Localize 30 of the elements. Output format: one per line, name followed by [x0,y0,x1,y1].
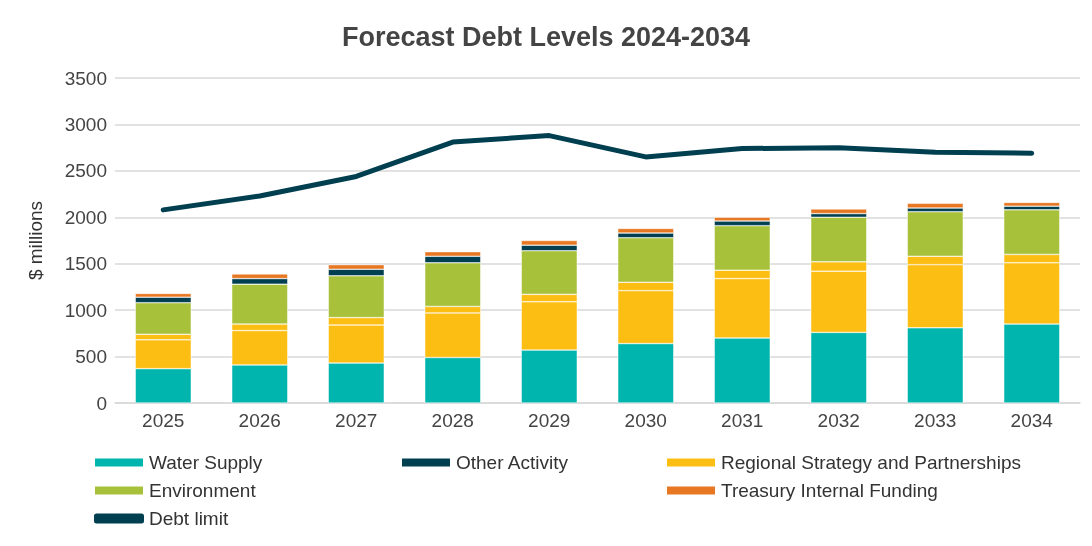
y-axis-title: $ millions [25,200,46,281]
y-tick-label: 0 [96,392,107,414]
bar [810,208,867,214]
x-tick-label: 2029 [528,410,571,431]
x-tick-label: 2025 [142,410,185,431]
x-tick-label: 2026 [238,410,281,431]
x-tick-label: 2033 [914,410,957,431]
y-tick-label: 2000 [64,206,107,228]
x-tick-label: 2034 [1010,410,1054,431]
x-tick-label: 2031 [721,410,764,431]
x-tick-label: 2032 [817,410,860,431]
bar [1003,202,1060,207]
bar [907,203,964,208]
x-tick-label: 2028 [431,410,474,431]
legend-label: Debt limit [149,508,229,529]
legend-label: Water Supply [149,452,263,473]
x-tick-label: 2030 [624,410,667,431]
x-tick-label: 2027 [335,410,378,431]
y-tick-label: 500 [75,346,107,368]
y-tick-label: 2500 [64,160,107,182]
legend-label: Treasury Internal Funding [721,480,938,501]
y-tick-label: 3000 [64,113,107,135]
chart-title: Forecast Debt Levels 2024-2034 [341,21,751,52]
legend-label: Regional Strategy and Partnerships [721,452,1021,473]
legend-label: Other Activity [456,452,569,473]
y-tick-label: 1000 [64,299,107,321]
y-tick-label: 3500 [64,67,107,89]
bar [617,228,674,234]
y-tick-label: 1500 [64,253,107,275]
legend-label: Environment [149,480,257,501]
